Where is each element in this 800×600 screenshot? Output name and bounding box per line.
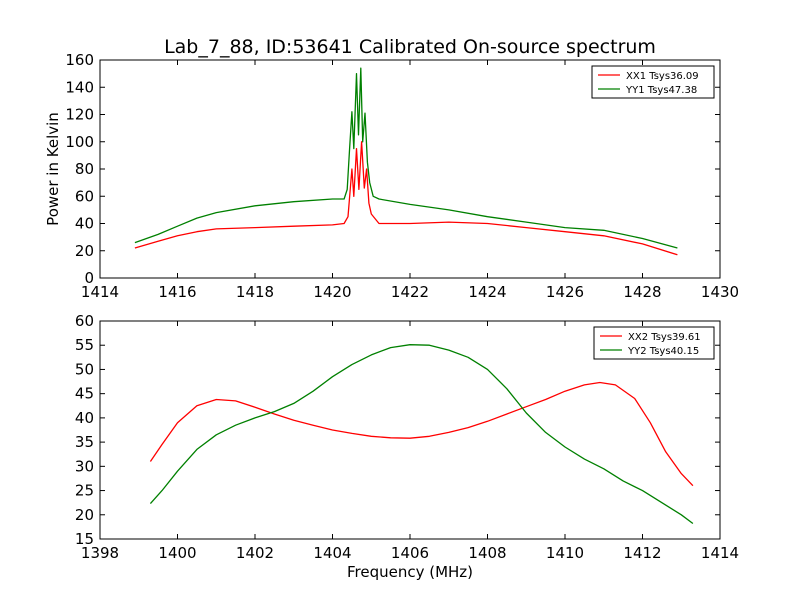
- x-tick-label: 1418: [236, 283, 274, 301]
- legend-box: [591, 65, 715, 99]
- chart-title: Lab_7_88, ID:53641 Calibrated On-source …: [164, 36, 656, 58]
- chart-panel-2: 1398 1400 1402 1404 1406 1408 1410 1412 1414 15 20…: [75, 312, 739, 581]
- y-tick-label: 30: [75, 457, 94, 475]
- y-axis-label: Power in Kelvin: [44, 112, 62, 226]
- x-tick-label: 1430: [701, 283, 739, 301]
- legend-label: YY1 Tsys47.38: [625, 85, 697, 96]
- y-tick-label: 60: [75, 312, 94, 330]
- legend-label: XX2 Tsys39.61: [628, 332, 701, 343]
- y-tick-label: 20: [75, 242, 94, 260]
- x-tick-label: 1406: [391, 544, 429, 562]
- y-tick-label: 50: [75, 360, 94, 378]
- y-tick-label: 0: [84, 269, 94, 287]
- x-axis-label: Frequency (MHz): [347, 563, 473, 581]
- y-tick-label: 55: [75, 336, 94, 354]
- y-tick-label: 45: [75, 385, 94, 403]
- y-tick-label: 60: [75, 187, 94, 205]
- series-line-2: [134, 67, 678, 249]
- x-tick-label: 1412: [623, 544, 661, 562]
- y-tick-label: 160: [65, 51, 94, 69]
- y-tick-label: 40: [75, 409, 94, 427]
- x-tick-label: 1408: [468, 544, 506, 562]
- x-tick-label: 1428: [623, 283, 661, 301]
- x-tick-label: 1400: [158, 544, 196, 562]
- chart-panel-1: 1414 1416 1418 1420 1422 1424 1426 1428 1430 0 20 4…: [44, 51, 739, 301]
- y-tick-label: 40: [75, 215, 94, 233]
- x-tick-label: 1414: [701, 544, 739, 562]
- x-tick-label: 1420: [313, 283, 351, 301]
- legend-label: YY2 Tsys40.15: [627, 346, 699, 357]
- x-tick-label: 1422: [391, 283, 429, 301]
- y-tick-label: 25: [75, 482, 94, 500]
- series-line-1: [149, 381, 694, 487]
- y-tick-label: 35: [75, 433, 94, 451]
- legend-label: XX1 Tsys36.09: [626, 71, 699, 82]
- y-tick-label: 140: [65, 78, 94, 96]
- x-tick-label: 1410: [546, 544, 584, 562]
- x-tick-label: 1398: [81, 544, 119, 562]
- y-tick-label: 15: [75, 530, 94, 548]
- legend-box: [593, 326, 715, 360]
- y-tick-label: 100: [65, 133, 94, 151]
- legend: XX2 Tsys39.61 YY2 Tsys40.15: [593, 326, 715, 360]
- x-tick-label: 1426: [546, 283, 584, 301]
- series-line-2: [149, 344, 694, 525]
- series-line-1: [134, 141, 678, 256]
- x-tick-label: 1402: [236, 544, 274, 562]
- y-tick-label: 80: [75, 160, 94, 178]
- x-tick-label: 1404: [313, 544, 351, 562]
- legend: XX1 Tsys36.09 YY1 Tsys47.38: [591, 65, 715, 99]
- x-tick-label: 1424: [468, 283, 506, 301]
- y-tick-label: 120: [65, 106, 94, 124]
- x-tick-label: 1416: [158, 283, 196, 301]
- y-tick-label: 20: [75, 506, 94, 524]
- x-tick-label: 1414: [81, 283, 119, 301]
